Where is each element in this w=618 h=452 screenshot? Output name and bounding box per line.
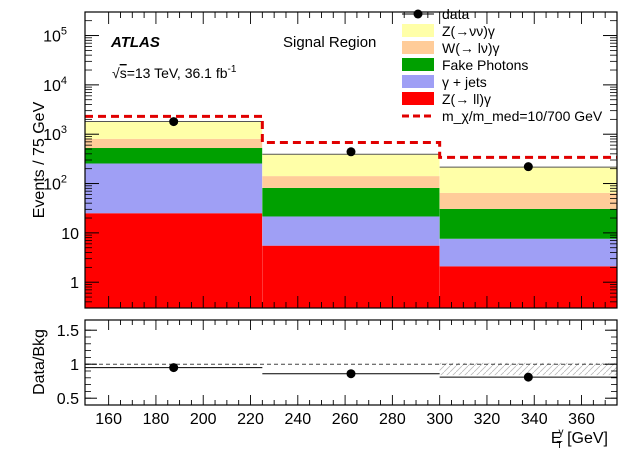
legend-label-6: Z(→ ll)γ [442, 91, 491, 107]
bar-3-bin-2 [262, 187, 440, 217]
legend-label-3: W(→ lν)γ [442, 40, 500, 56]
x-axis-label: Eγ T [GeV] [551, 427, 608, 451]
main-frame [84, 11, 618, 309]
legend-label-2: Z(→νν)γ [442, 23, 495, 39]
legend-label-4: Fake Photons [442, 57, 528, 73]
x-tick-label-7: 280 [379, 411, 406, 428]
ratio-uncertainty-band [439, 362, 617, 376]
main-plot-panel: 1 10 102 103 104 105 [43, 11, 618, 309]
bar-5-bin-3 [439, 167, 617, 193]
ratio-point-2 [346, 369, 356, 379]
ratio-y-axis-label: Data/Bkg [31, 329, 48, 395]
bar-4-bin-2 [262, 176, 440, 188]
x-tick-label-9: 320 [474, 411, 501, 428]
main-y-axis-label: Events / 75 GeV [31, 101, 48, 218]
ratio-plot-panel: 0.5 1 1.5 160 180 200 220 240 260 280 300 320 340 360 [57, 319, 618, 428]
y-tick-label-6: 105 [43, 26, 67, 46]
y-tick-label-2: 10 [61, 226, 79, 243]
ratio-hatch-band [439, 362, 617, 376]
y-tick-label-3: 102 [43, 174, 67, 194]
x-tick-label-8: 300 [426, 411, 453, 428]
y-tick-label-1: 1 [70, 275, 79, 292]
legend-data-marker [413, 9, 423, 19]
bar-1-bin-1 [85, 213, 263, 308]
bar-2-bin-3 [439, 238, 617, 267]
region-label: Signal Region [283, 34, 376, 51]
bar-1-bin-3 [439, 266, 617, 308]
x-tick-label-1: 160 [95, 411, 122, 428]
signal-line [85, 114, 617, 159]
bar-4-bin-3 [439, 192, 617, 209]
ratio-point-1 [169, 363, 179, 373]
signal-path [85, 114, 617, 159]
data-point-3 [523, 162, 533, 172]
legend-label-1: data [442, 6, 469, 22]
ratio-y-tick-label-1: 0.5 [57, 391, 79, 408]
legend-swatch-6 [402, 92, 434, 105]
bar-5-bin-2 [262, 154, 440, 177]
x-tick-label-3: 200 [190, 411, 217, 428]
data-point-1 [169, 117, 179, 127]
legend-swatch-5 [402, 75, 434, 88]
stacked-bars [85, 121, 618, 308]
energy-lumi-label: √s=13 TeV, 36.1 fb-1 [112, 64, 237, 81]
bar-1-bin-2 [262, 245, 440, 308]
y-tick-label-5: 104 [43, 75, 67, 95]
bar-3-bin-1 [85, 148, 263, 164]
legend-label-5: γ + jets [442, 74, 487, 90]
data-points [169, 117, 533, 172]
legend-swatch-4 [402, 58, 434, 71]
ratio-y-tick-label-3: 1.5 [57, 323, 79, 340]
atlas-label: ATLAS [110, 34, 160, 51]
x-tick-label-2: 180 [143, 411, 170, 428]
bar-4-bin-1 [85, 138, 263, 149]
bar-2-bin-1 [85, 163, 263, 214]
x-tick-label-11: 360 [568, 411, 595, 428]
legend-label-7: m_χ/m_med=10/700 GeV [442, 108, 603, 124]
bar-5-bin-1 [85, 121, 263, 139]
y-tick-label-4: 103 [43, 124, 67, 144]
legend-swatch-2 [402, 24, 434, 37]
ratio-frame [84, 319, 618, 406]
bar-3-bin-3 [439, 208, 617, 239]
ratio-data-points [169, 363, 533, 382]
bar-2-bin-2 [262, 216, 440, 246]
ratio-point-3 [523, 372, 533, 382]
main-axis-ticks: 1 10 102 103 104 105 [43, 12, 617, 309]
x-tick-label-6: 260 [332, 411, 359, 428]
x-tick-label-4: 220 [237, 411, 264, 428]
legend-swatch-3 [402, 41, 434, 54]
data-point-2 [346, 147, 356, 157]
x-tick-label-10: 340 [521, 411, 548, 428]
ratio-y-tick-label-2: 1 [70, 357, 79, 374]
ratio-axis-ticks: 0.5 1 1.5 160 180 200 220 240 260 280 300 320 340 360 [57, 320, 617, 428]
x-tick-label-5: 240 [284, 411, 311, 428]
